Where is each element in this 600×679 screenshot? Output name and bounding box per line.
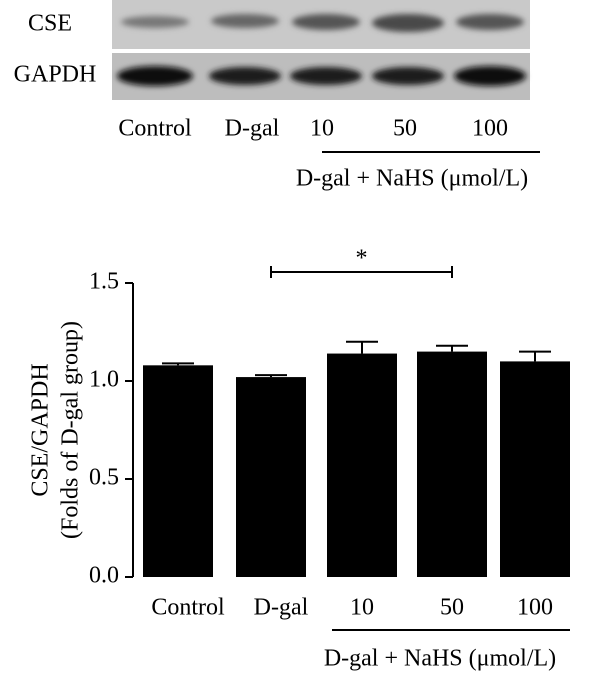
band [290, 67, 362, 85]
y-tick-label: 1.5 [89, 269, 119, 295]
blot-row-label: CSE [28, 11, 72, 37]
significance-label: * [356, 246, 368, 272]
band [454, 66, 526, 86]
bar-chart: CSE/GAPDH (Folds of D-gal group) D-gal +… [28, 321, 557, 672]
group-label: D-gal + NaHS (μmol/L) [324, 646, 556, 672]
x-tick-label: 10 [350, 595, 374, 621]
blot-lane-label: 100 [472, 116, 508, 142]
blot-lane-label: 50 [393, 116, 417, 142]
band [372, 67, 444, 85]
x-tick-label: D-gal [254, 595, 309, 621]
western-blot: CSE GAPDH Control D-gal 10 50 100 D-gal … [14, 0, 540, 192]
band [209, 67, 281, 85]
band [456, 14, 524, 30]
band [121, 16, 189, 28]
x-tick-label: Control [151, 595, 225, 621]
bar [417, 351, 487, 577]
band [292, 14, 360, 30]
blot-lane-label: 10 [310, 116, 334, 142]
band [372, 14, 444, 32]
y-tick-label: 1.0 [89, 367, 119, 393]
y-tick-label: 0.0 [89, 563, 119, 589]
blot-lane-label: D-gal [225, 116, 280, 142]
blot-row-label: GAPDH [14, 62, 97, 88]
bar [500, 361, 570, 577]
y-axis-label: (Folds of D-gal group) [58, 321, 84, 539]
bar [236, 377, 306, 577]
blot-lane-label: Control [118, 116, 192, 142]
band [211, 14, 279, 28]
y-axis-label: CSE/GAPDH [28, 363, 54, 496]
y-tick-label: 0.5 [89, 465, 119, 491]
x-tick-label: 100 [517, 595, 553, 621]
blot-group-label: D-gal + NaHS (μmol/L) [296, 166, 528, 192]
bar [143, 365, 213, 577]
bar [327, 353, 397, 577]
band [117, 66, 193, 86]
x-tick-label: 50 [440, 595, 464, 621]
bands [117, 14, 526, 86]
